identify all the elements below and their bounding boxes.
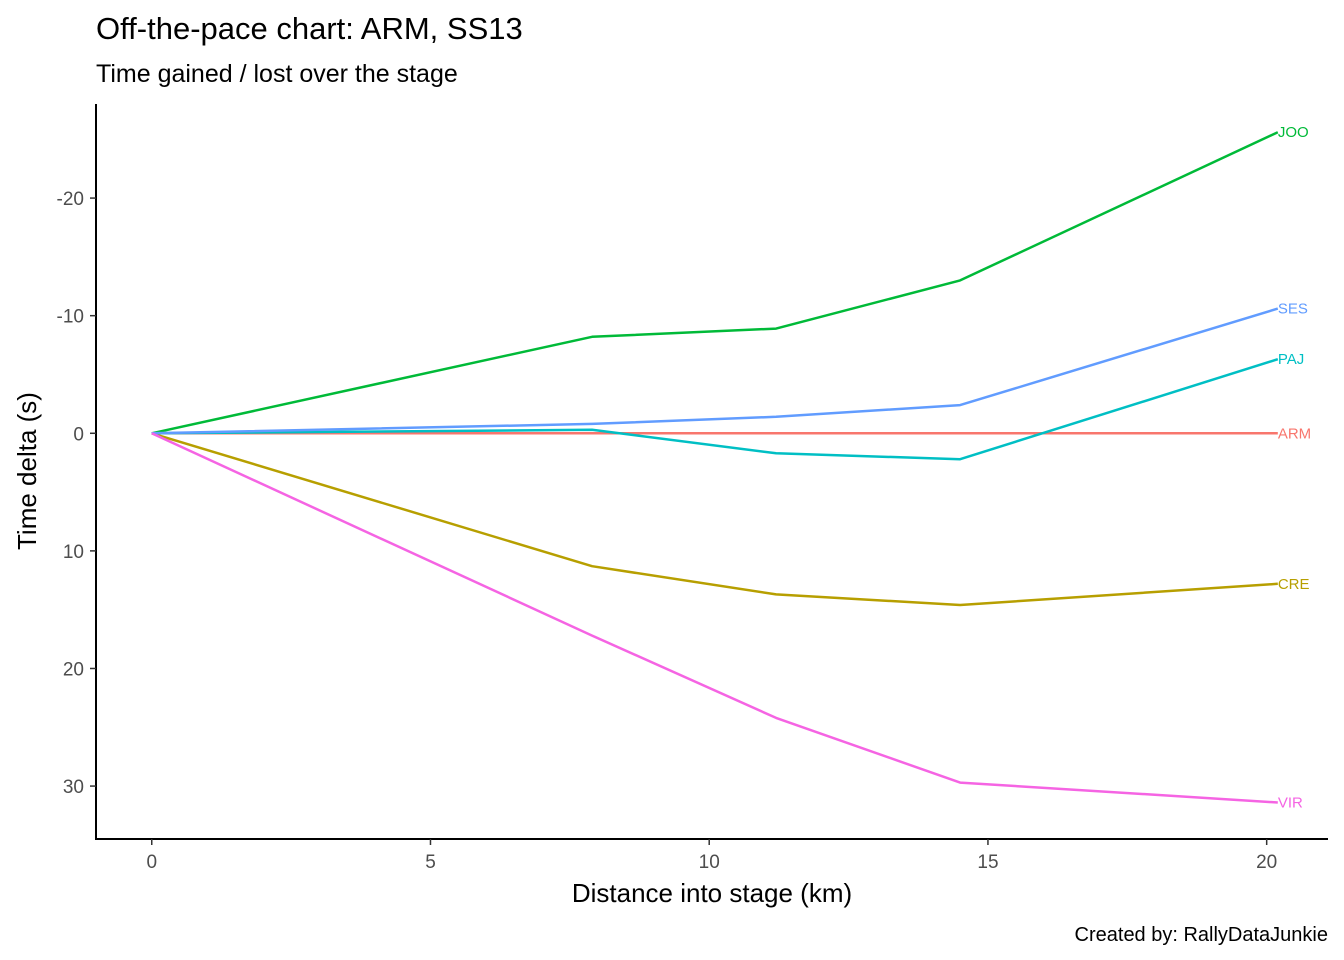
y-axis-title: Time delta (s) bbox=[12, 392, 42, 550]
x-tick-label: 20 bbox=[1256, 852, 1277, 873]
x-tick-label: 15 bbox=[977, 852, 998, 873]
x-ticks: 0 5 10 15 20 bbox=[146, 839, 1277, 873]
x-tick-label: 0 bbox=[146, 852, 157, 873]
series-label-vir: VIR bbox=[1278, 795, 1303, 812]
y-tick-label: 20 bbox=[63, 659, 84, 680]
series-label-paj: PAJ bbox=[1278, 351, 1304, 368]
x-tick-label: 10 bbox=[699, 852, 720, 873]
series-label-arm: ARM bbox=[1278, 425, 1311, 442]
y-ticks: -20 -10 0 10 20 30 bbox=[57, 189, 96, 798]
y-tick-label: 10 bbox=[63, 542, 84, 563]
series-line-joo bbox=[151, 131, 1279, 435]
y-tick-label: 0 bbox=[73, 424, 84, 445]
y-tick-label: -20 bbox=[57, 189, 84, 210]
y-tick-label: 30 bbox=[63, 777, 84, 798]
series-labels: ARM CRE JOO PAJ SES VIR bbox=[1278, 124, 1311, 811]
series-lines bbox=[151, 131, 1279, 804]
x-tick-label: 5 bbox=[425, 852, 436, 873]
series-line-ses bbox=[151, 307, 1279, 435]
chart-title: Off-the-pace chart: ARM, SS13 bbox=[96, 11, 523, 46]
chart-caption: Created by: RallyDataJunkie bbox=[1075, 924, 1328, 946]
chart-subtitle: Time gained / lost over the stage bbox=[96, 60, 458, 88]
series-line-paj bbox=[151, 358, 1279, 461]
x-axis-title: Distance into stage (km) bbox=[572, 878, 852, 908]
series-line-cre bbox=[151, 432, 1278, 607]
plot-area: 0 5 10 15 20 -20 -10 0 10 20 30 ARM CRE JOO PAJ SES VI… bbox=[57, 104, 1328, 873]
series-line-vir bbox=[151, 432, 1278, 804]
series-label-joo: JOO bbox=[1278, 124, 1309, 141]
y-tick-label: -10 bbox=[57, 307, 84, 328]
series-label-ses: SES bbox=[1278, 301, 1308, 318]
series-label-cre: CRE bbox=[1278, 576, 1310, 593]
